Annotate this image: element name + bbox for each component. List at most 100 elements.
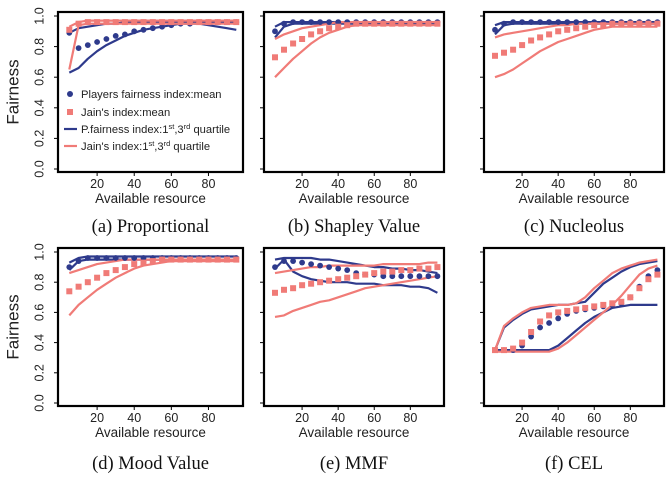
jain-mean-square xyxy=(528,329,535,335)
y-axis-title: Fairness xyxy=(3,294,22,359)
jain-mean-square xyxy=(121,19,128,26)
y-axis-title: Fairness xyxy=(3,59,22,124)
panel-caption: (e) MMF xyxy=(320,454,388,474)
x-tick-label: 80 xyxy=(623,177,637,191)
jain-mean-square xyxy=(636,20,643,27)
x-tick-label: 40 xyxy=(551,177,565,191)
jain-mean-square xyxy=(362,271,369,278)
players-mean-point xyxy=(528,19,534,25)
players-mean-point xyxy=(416,273,423,280)
players-mean-point xyxy=(94,39,100,45)
x-tick-label: 40 xyxy=(127,411,141,425)
jain-mean-square xyxy=(434,264,441,271)
jain-mean-square xyxy=(380,268,387,275)
x-axis-title: Available resource xyxy=(519,425,630,440)
jain-mean-square xyxy=(317,28,324,35)
jain-mean-square xyxy=(434,20,441,27)
jain-mean-square xyxy=(159,19,166,26)
jain-mean-square xyxy=(636,285,643,292)
jain-mean-square xyxy=(205,19,212,26)
y-tick-label: 0.8 xyxy=(32,38,46,55)
series-line-5 xyxy=(493,258,658,351)
jain-mean-square xyxy=(131,19,138,26)
x-tick-label: 20 xyxy=(295,177,309,191)
players-mean-point xyxy=(84,42,91,48)
legend-jain-mid: ,3 xyxy=(154,141,163,153)
jain-mean-square xyxy=(407,20,414,27)
jain-mean-square xyxy=(573,25,580,32)
players-mean-point xyxy=(537,324,543,331)
jain-mean-square xyxy=(94,274,101,281)
players-mean-point xyxy=(131,255,138,261)
x-tick-label: 80 xyxy=(623,411,637,425)
panel-caption: (d) Mood Value xyxy=(92,454,209,474)
players-mean-point xyxy=(654,267,661,273)
jain-mean-square xyxy=(344,22,351,29)
jain-mean-square xyxy=(582,304,589,311)
players-mean-point xyxy=(407,273,414,280)
jain-mean-square xyxy=(112,19,119,26)
jain-mean-square xyxy=(66,288,73,295)
jain-mean-square xyxy=(290,40,297,47)
jain-mean-square xyxy=(186,19,193,26)
series-line-4 xyxy=(274,24,438,78)
jain-mean-square xyxy=(546,312,553,319)
legend-jain-sup1: st xyxy=(148,139,155,148)
players-mean-point xyxy=(519,19,525,25)
jain-mean-square xyxy=(112,267,119,274)
jain-mean-square xyxy=(654,20,661,27)
y-tick-label: 0.0 xyxy=(32,160,46,177)
jain-mean-square xyxy=(281,286,287,293)
jain-mean-square xyxy=(618,20,625,27)
jain-mean-square xyxy=(326,277,333,284)
players-mean-point xyxy=(149,25,156,32)
jain-mean-square xyxy=(389,20,396,27)
players-mean-point xyxy=(344,267,351,273)
x-axis-title: Available resource xyxy=(299,191,410,206)
players-mean-point xyxy=(122,255,128,261)
jain-mean-square xyxy=(196,256,203,263)
jain-mean-square xyxy=(591,22,598,29)
series-line-2 xyxy=(274,258,438,294)
jain-mean-square xyxy=(510,345,517,352)
jain-mean-square xyxy=(609,300,616,307)
players-mean-point xyxy=(272,28,278,35)
jain-mean-square xyxy=(272,289,278,296)
players-mean-point xyxy=(317,19,323,25)
players-mean-point xyxy=(528,333,534,340)
plot-frame xyxy=(56,10,245,174)
x-tick-label: 80 xyxy=(403,411,417,425)
players-mean-point xyxy=(131,28,138,35)
players-mean-point xyxy=(299,259,305,266)
players-mean-point xyxy=(564,19,571,25)
players-mean-point xyxy=(326,19,332,25)
legend-label-jain-mean: Jain's index:mean xyxy=(81,107,170,119)
panel-caption: (b) Shapley Value xyxy=(288,217,420,237)
jain-mean-square xyxy=(389,268,396,275)
players-mean-point xyxy=(281,258,287,264)
jain-mean-square xyxy=(425,20,432,27)
x-tick-label: 20 xyxy=(515,177,529,191)
y-tick-label: 0.2 xyxy=(32,364,46,381)
jain-mean-square xyxy=(546,31,553,38)
jain-mean-square xyxy=(177,19,184,26)
x-tick-label: 20 xyxy=(90,177,104,191)
players-mean-point xyxy=(112,255,119,261)
jain-mean-square xyxy=(398,20,405,27)
players-mean-point xyxy=(582,19,589,25)
jain-mean-square xyxy=(582,23,589,30)
legend-players-sup1: st xyxy=(168,122,175,131)
players-mean-point xyxy=(299,19,305,25)
series-line-5 xyxy=(274,261,438,275)
jain-mean-square xyxy=(407,267,414,274)
y-tick-label: 0.8 xyxy=(32,273,46,290)
legend-players-sup2: rd xyxy=(184,122,191,131)
jain-mean-square xyxy=(555,309,562,316)
jain-mean-square xyxy=(233,19,240,26)
players-mean-point xyxy=(335,19,342,25)
players-mean-point xyxy=(122,31,128,38)
jain-mean-square xyxy=(149,258,156,265)
players-mean-point xyxy=(398,273,405,280)
x-axis-title: Available resource xyxy=(299,425,410,440)
jain-mean-square xyxy=(196,19,203,26)
